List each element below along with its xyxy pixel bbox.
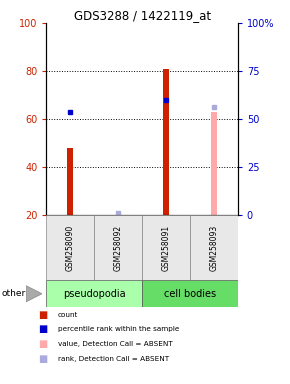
Text: GSM258090: GSM258090	[66, 225, 75, 271]
Text: ■: ■	[38, 354, 47, 364]
Bar	[142, 280, 238, 307]
Text: count: count	[58, 312, 78, 318]
Bar	[163, 69, 169, 215]
Text: rank, Detection Call = ABSENT: rank, Detection Call = ABSENT	[58, 356, 169, 362]
Text: ■: ■	[38, 339, 47, 349]
Text: ■: ■	[38, 324, 47, 334]
Bar	[142, 215, 190, 280]
Text: GSM258092: GSM258092	[114, 225, 123, 271]
Bar	[67, 148, 73, 215]
Bar	[211, 112, 217, 215]
Text: ■: ■	[38, 310, 47, 320]
Bar	[190, 215, 238, 280]
Bar	[46, 215, 94, 280]
Text: value, Detection Call = ABSENT: value, Detection Call = ABSENT	[58, 341, 173, 347]
Text: percentile rank within the sample: percentile rank within the sample	[58, 326, 180, 333]
Bar	[46, 280, 142, 307]
Polygon shape	[26, 286, 42, 302]
Text: other: other	[1, 289, 26, 298]
Text: pseudopodia: pseudopodia	[63, 289, 126, 299]
Title: GDS3288 / 1422119_at: GDS3288 / 1422119_at	[74, 9, 211, 22]
Text: GSM258091: GSM258091	[162, 225, 171, 271]
Text: GSM258093: GSM258093	[209, 225, 218, 271]
Text: cell bodies: cell bodies	[164, 289, 216, 299]
Bar	[94, 215, 142, 280]
